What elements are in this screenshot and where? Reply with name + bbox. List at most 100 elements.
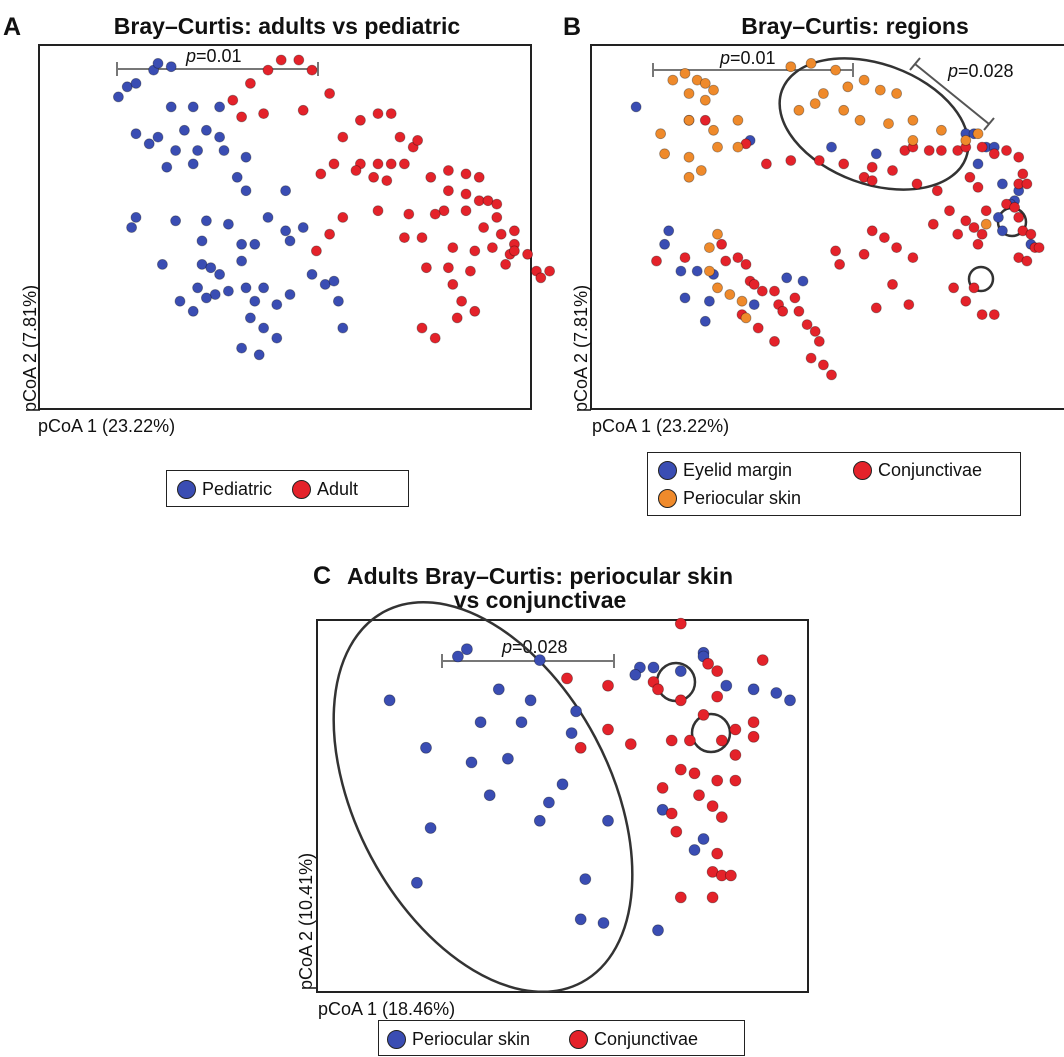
- panel-a-p-value: p=0.01: [186, 46, 242, 67]
- panel-b-point-conjunctivae-3: [761, 158, 772, 170]
- panel-b-point-periocular-skin-0: [667, 74, 679, 86]
- panel-a-point-adult-41: [372, 205, 384, 217]
- panel-b-point-conjunctivae-45: [866, 225, 878, 237]
- panel-c-point-conjunctivae-23: [665, 807, 678, 820]
- panel-a-point-adult-18: [385, 158, 397, 170]
- panel-b-point-periocular-skin-1: [679, 68, 691, 79]
- panel-b-point-periocular-skin-31: [936, 124, 947, 136]
- panel-a-point-pediatric-52: [244, 312, 256, 324]
- panel-b-legend: Eyelid margin Conjunctivae Periocular sk…: [647, 452, 1021, 516]
- panel-b-point-conjunctivae-80: [805, 352, 817, 364]
- panel-a-point-adult-9: [324, 88, 336, 99]
- panel-c-point-conjunctivae-29: [674, 891, 687, 904]
- panel-b-point-periocular-skin-6: [699, 94, 711, 106]
- panel-a-point-adult-2: [262, 64, 274, 76]
- panel-a-title: Bray–Curtis: adults vs pediatric: [113, 13, 461, 39]
- panel-c-p-value: p=0.028: [502, 637, 568, 658]
- panel-b-point-periocular-skin-42: [740, 312, 752, 324]
- panel-a-point-pediatric-27: [200, 215, 212, 227]
- panel-b-point-conjunctivae-78: [752, 322, 764, 334]
- panel-a-point-adult-25: [442, 165, 454, 176]
- legend-item-adult: Adult: [292, 479, 358, 500]
- panel-b-point-periocular-skin-21: [842, 81, 854, 93]
- panel-a-point-adult-23: [412, 134, 424, 146]
- panel-b-point-conjunctivae-81: [818, 359, 829, 371]
- panel-a-point-adult-44: [416, 232, 428, 244]
- panel-a-point-pediatric-55: [236, 342, 248, 354]
- panel-c-point-conjunctivae-14: [684, 734, 696, 747]
- panel-b-point-periocular-skin-33: [972, 128, 984, 140]
- panel-a-point-adult-61: [416, 322, 428, 334]
- panel-b-point-periocular-skin-7: [655, 128, 666, 140]
- panel-b-point-eyelid-margin-25: [781, 272, 793, 284]
- panel-a-point-pediatric-7: [187, 101, 199, 113]
- panel-c-point-conjunctivae-30: [706, 891, 719, 904]
- panel-c-letter: C: [313, 562, 332, 590]
- panel-b-cluster-ellipse: [778, 57, 970, 191]
- panel-a-point-adult-21: [368, 171, 380, 183]
- panel-b-point-conjunctivae-54: [870, 302, 882, 314]
- panel-b-point-periocular-skin-18: [805, 58, 817, 69]
- panel-a-point-adult-28: [442, 185, 454, 197]
- panel-c-point-periocular-skin-18: [602, 814, 614, 827]
- panel-a-point-adult-60: [469, 305, 481, 317]
- panel-b-point-periocular-skin-27: [838, 104, 850, 116]
- panel-b-point-conjunctivae-15: [988, 148, 1000, 160]
- panel-b-point-conjunctivae-56: [960, 295, 972, 307]
- panel-a-point-adult-58: [456, 295, 468, 307]
- panel-c-point-periocular-skin-36: [647, 661, 660, 674]
- panel-c-point-conjunctivae-1: [602, 679, 614, 692]
- panel-b-point-periocular-skin-32: [960, 134, 972, 146]
- panel-c-point-periocular-skin-9: [424, 822, 437, 834]
- panel-b-point-conjunctivae-46: [879, 232, 890, 244]
- panel-a-p-symbol: p: [186, 46, 197, 66]
- panel-a-point-pediatric-31: [297, 222, 309, 233]
- panel-c-point-conjunctivae-7: [711, 690, 724, 703]
- panel-c-point-periocular-skin-31: [784, 694, 796, 707]
- panel-a-point-adult-8: [297, 104, 309, 116]
- panel-b-point-periocular-skin-5: [683, 88, 695, 99]
- panel-a-point-adult-17: [372, 158, 384, 170]
- panel-a-point-pediatric-40: [236, 255, 248, 267]
- panel-b-point-periocular-skin-23: [874, 84, 886, 96]
- panel-a-point-pediatric-49: [200, 292, 212, 304]
- panel-b-point-conjunctivae-18: [1017, 168, 1029, 180]
- panel-b-point-periocular-skin-15: [683, 171, 695, 183]
- panel-a-letter: A: [3, 13, 22, 41]
- panel-c-point-conjunctivae-13: [665, 734, 678, 747]
- panel-a-p-number: =0.01: [196, 46, 242, 66]
- panel-b-point-conjunctivae-71: [777, 305, 789, 317]
- panel-b-point-conjunctivae-32: [968, 222, 980, 233]
- panel-b-point-conjunctivae-75: [809, 325, 821, 337]
- panel-a-point-adult-20: [350, 165, 362, 176]
- panel-c-point-periocular-skin-11: [579, 873, 592, 885]
- panel-a-point-pediatric-37: [196, 258, 208, 270]
- panel-a-point-adult-7: [258, 108, 270, 119]
- panel-c-point-periocular-skin-27: [674, 665, 687, 677]
- panel-c-p-symbol: p: [502, 637, 513, 657]
- scatter-points-layer: [113, 54, 1045, 937]
- panel-a-point-pediatric-58: [319, 278, 331, 290]
- panel-b-point-conjunctivae-44: [927, 218, 939, 230]
- panel-b-p-value-2: p=0.028: [948, 61, 1014, 82]
- conjunctivae-swatch: [853, 461, 872, 480]
- panel-a-point-pediatric-61: [337, 322, 349, 334]
- panel-b-point-conjunctivae-55: [948, 282, 959, 294]
- panel-b-point-conjunctivae-10: [923, 145, 935, 156]
- panel-b-point-conjunctivae-11: [936, 145, 947, 156]
- panel-a-point-adult-29: [460, 188, 472, 200]
- panel-b-point-periocular-skin-13: [659, 148, 670, 160]
- panel-a-point-pediatric-20: [187, 158, 199, 170]
- panel-b-p1-number: =0.01: [730, 48, 776, 68]
- panel-a-point-pediatric-50: [174, 295, 186, 307]
- panel-a-point-adult-36: [478, 222, 490, 233]
- panel-c-point-conjunctivae-0: [561, 672, 573, 685]
- legend-item-periocular-skin: Periocular skin: [658, 488, 801, 509]
- panel-c-point-conjunctivae-24: [670, 825, 683, 838]
- legend-item-conjunctivae-c: Conjunctivae: [569, 1029, 698, 1050]
- panel-c-point-conjunctivae-17: [711, 774, 724, 787]
- panel-c-point-periocular-skin-23: [570, 705, 582, 718]
- panel-c-point-periocular-skin-2: [492, 683, 505, 696]
- eyelid-margin-swatch: [658, 461, 677, 480]
